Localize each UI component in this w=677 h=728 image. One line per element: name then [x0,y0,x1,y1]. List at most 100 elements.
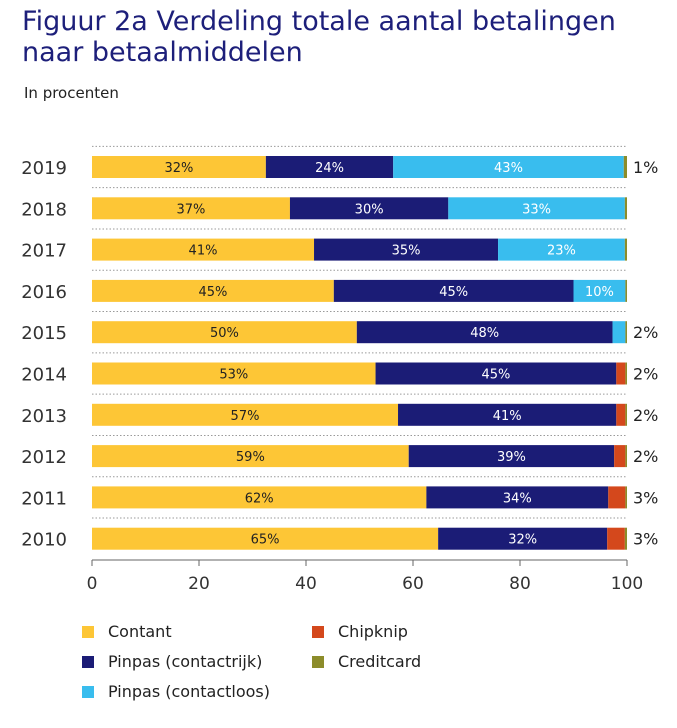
legend-item: Pinpas (contactloos) [82,682,270,701]
bar-segment [92,486,427,509]
data-label: 41% [189,244,218,259]
legend-item: Chipknip [312,622,408,641]
data-label: 57% [231,409,260,424]
bar-segment [375,362,617,385]
end-label: 3% [633,530,658,549]
y-tick-label: 2013 [21,406,67,427]
legend-label: Contant [108,622,172,641]
data-label: 32% [164,161,193,176]
bar-segment [314,238,499,261]
data-label: 62% [245,491,274,506]
bar-segment [616,362,626,385]
bar-segment [616,403,626,426]
data-label: 39% [497,450,526,465]
y-tick-label: 2010 [21,530,67,551]
bar-segment [614,445,626,468]
x-tick-label: 100 [611,574,643,594]
data-label: 45% [481,368,510,383]
y-tick-label: 2019 [21,158,67,179]
bar-segment [393,156,624,178]
data-label: 48% [470,326,499,341]
bar-segment [92,321,357,344]
y-tick-label: 2012 [21,447,67,468]
chart-legend: Contant Pinpas (contactrijk) Pinpas (conta… [0,622,677,722]
bar-segment [265,156,394,178]
data-label: 50% [210,326,239,341]
data-label: 45% [198,285,227,300]
legend-label: Chipknip [338,622,408,641]
bar-segment [289,197,449,220]
bar-segment [608,486,626,509]
bar-segment [92,362,376,385]
data-label: 59% [236,450,265,465]
bar-segment [624,197,627,220]
x-tick-label: 0 [87,574,98,594]
y-tick-label: 2016 [21,282,67,303]
bar-segment [92,445,409,468]
chart-subtitle: In procenten [24,84,119,102]
legend-swatch [82,655,94,668]
legend-item: Contant [82,622,172,641]
y-tick-label: 2014 [21,365,67,386]
bar-segment [92,238,315,261]
y-tick-label: 2018 [21,199,67,220]
end-label: 2% [633,323,658,342]
bar-segment [624,527,627,550]
data-label: 23% [547,244,576,259]
bar-segment [92,279,334,302]
bar-segment [92,403,399,426]
y-tick-label: 2011 [21,488,67,509]
bar-segment [625,279,627,302]
bar-segment [623,156,627,178]
end-label: 2% [633,447,658,466]
y-tick-label: 2017 [21,241,67,262]
bar-segment [625,486,627,509]
data-label: 37% [177,202,206,217]
bar-segment [408,445,615,468]
x-tick-label: 20 [188,574,210,594]
bar-segment [92,527,439,550]
data-label: 33% [522,202,551,217]
chart-title: Figuur 2a Verdeling totale aantal betali… [22,6,616,68]
legend-item: Creditcard [312,652,421,671]
end-label: 2% [633,406,658,425]
data-label: 30% [355,202,384,217]
data-label: 10% [585,285,614,300]
legend-item: Pinpas (contactrijk) [82,652,262,671]
data-label: 45% [439,285,468,300]
bar-segment [612,321,626,344]
legend-swatch [82,625,94,638]
bar-segment [498,238,625,261]
bar-segment [573,279,626,302]
bar-segment [625,362,627,385]
end-label: 1% [633,158,658,177]
y-tick-label: 2015 [21,323,67,344]
data-label: 24% [315,161,344,176]
data-label: 32% [508,533,537,548]
bar-segment [625,445,627,468]
stacked-bar-chart: 2019 32% 24% 43% 1% 2018 37% 30% 33% 2017 41% 35% 23… [21,145,658,594]
data-label: 35% [392,244,421,259]
legend-swatch [312,655,324,668]
x-tick-label: 80 [509,574,531,594]
legend-swatch [82,685,94,698]
legend-label: Pinpas (contactrijk) [108,652,263,671]
bar-segment [624,238,627,261]
data-label: 53% [219,368,248,383]
end-label: 2% [633,365,658,384]
bar-segment [333,279,574,302]
bar-segment [448,197,625,220]
data-label: 43% [494,161,523,176]
bar-segment [92,156,266,178]
bar-segment [426,486,609,509]
bar-segment [92,197,290,220]
end-label: 3% [633,488,658,507]
data-label: 41% [493,409,522,424]
x-tick-label: 40 [295,574,317,594]
legend-label: Pinpas (contactloos) [108,682,270,701]
legend-label: Creditcard [338,652,422,671]
bar-segment [398,403,617,426]
bar-segment [356,321,613,344]
bar-segment [625,321,627,344]
data-label: 34% [503,491,532,506]
